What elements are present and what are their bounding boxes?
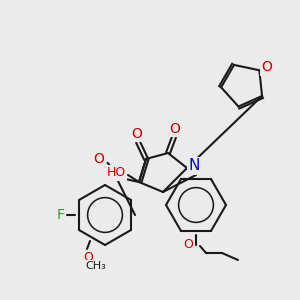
Text: O: O	[132, 127, 142, 141]
Text: CH₃: CH₃	[85, 261, 106, 271]
Text: O: O	[183, 238, 193, 251]
Text: O: O	[169, 122, 180, 136]
Text: O: O	[83, 251, 93, 265]
Text: HO: HO	[106, 167, 126, 179]
Text: O: O	[94, 152, 104, 166]
Text: F: F	[57, 208, 65, 222]
Text: O: O	[261, 60, 272, 74]
Text: N: N	[188, 158, 200, 173]
